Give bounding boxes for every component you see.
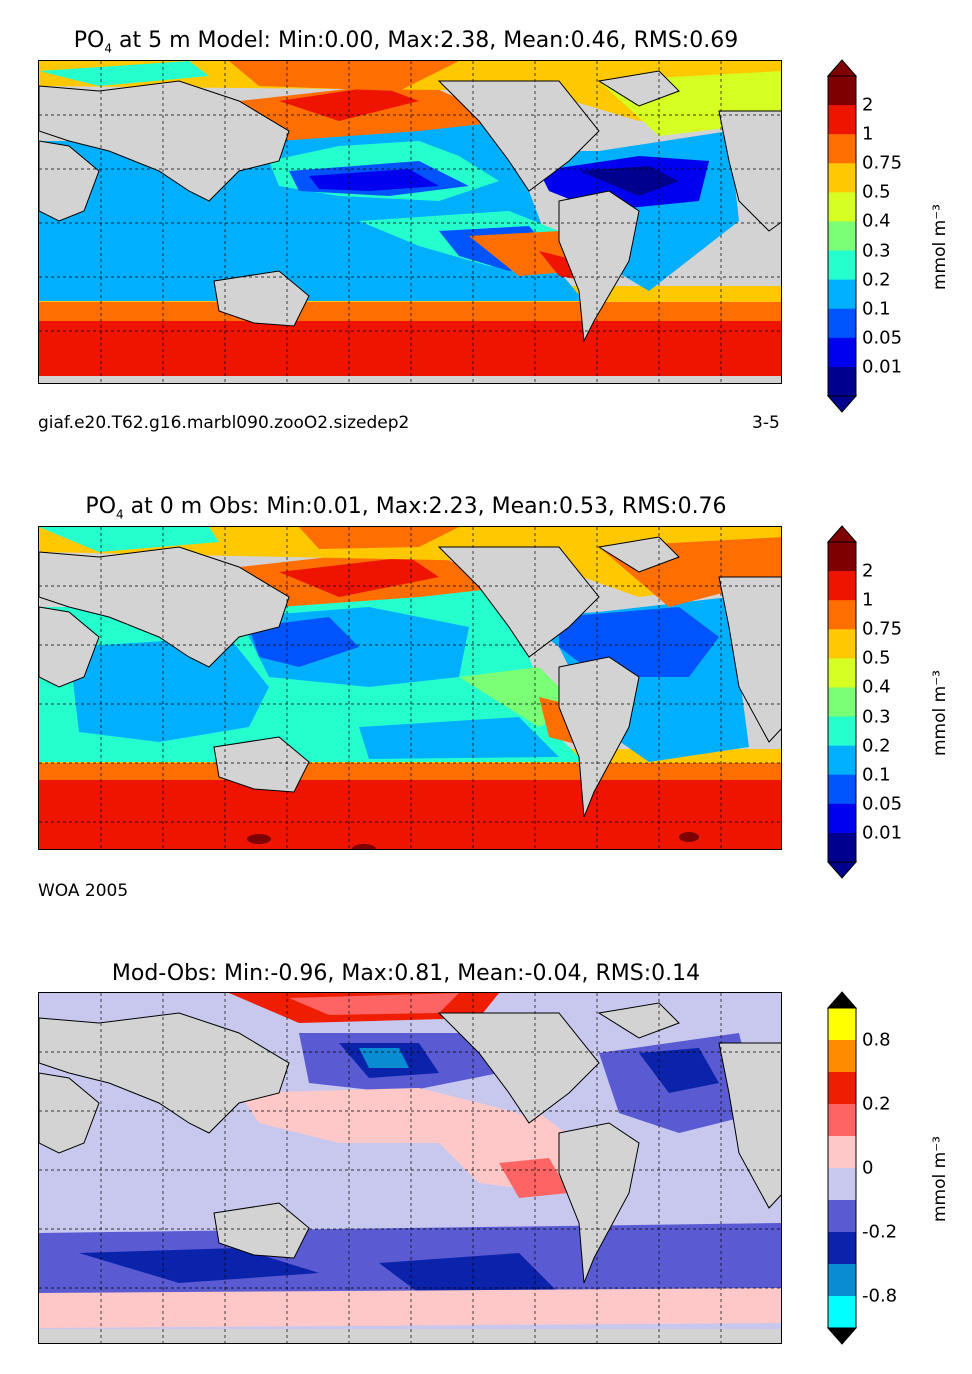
panel-1-title: PO4 at 5 m Model: Min:0.00, Max:2.38, Me… bbox=[73, 28, 739, 56]
colorbar-swatch bbox=[828, 221, 856, 252]
colorbar-swatch bbox=[828, 832, 856, 863]
colorbar-swatch bbox=[828, 803, 856, 834]
colorbar-tick-label: -0.2 bbox=[862, 1221, 898, 1243]
colorbar-tick-label: 0.3 bbox=[862, 706, 891, 728]
colorbar-tick-label: 0.2 bbox=[862, 735, 891, 757]
colorbar-extend-bottom bbox=[826, 861, 858, 879]
panel-3-colorbar bbox=[826, 991, 858, 1345]
colorbar-swatch bbox=[828, 308, 856, 339]
colorbar-swatch bbox=[828, 1104, 856, 1137]
colorbar-swatch bbox=[828, 774, 856, 805]
colorbar-swatch bbox=[828, 1008, 856, 1041]
colorbar-swatch bbox=[828, 134, 856, 164]
colorbar-swatch bbox=[828, 337, 856, 368]
colorbar-swatch bbox=[828, 163, 856, 193]
colorbar-tick-label: 1 bbox=[862, 123, 874, 145]
colorbar-tick-label: 0.4 bbox=[862, 676, 891, 698]
colorbar-swatch bbox=[828, 571, 856, 601]
colorbar-tick-label: 0.01 bbox=[862, 822, 903, 844]
colorbar-tick-label: 0.75 bbox=[862, 618, 903, 640]
colorbar-tick-label: 0.01 bbox=[862, 356, 903, 378]
colorbar-extend-top bbox=[826, 525, 858, 543]
colorbar-tick-label: 0.05 bbox=[862, 793, 903, 815]
colorbar-swatch bbox=[828, 629, 856, 659]
panel-2-colorbar-unit: mmol m⁻³ bbox=[930, 670, 950, 756]
graticule bbox=[39, 61, 781, 383]
arctic bbox=[39, 61, 781, 121]
colorbar-extend-top bbox=[826, 59, 858, 77]
panel-2-title: PO4 at 0 m Obs: Min:0.01, Max:2.23, Mean… bbox=[85, 494, 727, 522]
panel-1-footer-left: giaf.e20.T62.g16.marbl090.zooO2.sizedep2 bbox=[38, 413, 410, 433]
colorbar-tick-label: 0.8 bbox=[862, 1029, 891, 1051]
colorbar-swatch bbox=[828, 542, 856, 572]
colorbar-swatch bbox=[828, 1296, 856, 1329]
colorbar-tick-label: 0.2 bbox=[862, 269, 891, 291]
colorbar-tick-label: 0.5 bbox=[862, 181, 891, 203]
colorbar-extend-top bbox=[826, 991, 858, 1009]
colorbar-tick-label: 0.1 bbox=[862, 298, 891, 320]
eurasia bbox=[39, 80, 290, 202]
colorbar-tick-label: 0.75 bbox=[862, 152, 903, 174]
colorbar-tick-label: 0.3 bbox=[862, 240, 891, 262]
colorbar-tick-label: 2 bbox=[862, 560, 874, 582]
europe-africa-east bbox=[718, 110, 781, 232]
panel-1-footer-right: 3-5 bbox=[752, 413, 780, 433]
colorbar-swatch bbox=[828, 1040, 856, 1073]
panel-1-map bbox=[38, 60, 782, 384]
australia bbox=[213, 270, 310, 327]
colorbar-swatch bbox=[828, 1200, 856, 1233]
colorbar-tick-label: 0.5 bbox=[862, 647, 891, 669]
colorbar-swatch bbox=[828, 76, 856, 106]
panel-3-map bbox=[38, 992, 782, 1344]
colorbar-swatch bbox=[828, 1072, 856, 1105]
colorbar-swatch bbox=[828, 192, 856, 222]
panel-3-title: Mod-Obs: Min:-0.96, Max:0.81, Mean:-0.04… bbox=[111, 961, 701, 986]
colorbar-tick-label: 0.2 bbox=[862, 1093, 891, 1115]
colorbar-tick-label: 0.1 bbox=[862, 764, 891, 786]
colorbar-swatch bbox=[828, 1232, 856, 1265]
panel-2-footer-left: WOA 2005 bbox=[38, 881, 129, 901]
colorbar-tick-label: -0.8 bbox=[862, 1285, 898, 1307]
north-america bbox=[437, 80, 600, 192]
colorbar-swatch bbox=[828, 1264, 856, 1297]
colorbar-tick-label: 2 bbox=[862, 94, 874, 116]
colorbar-swatch bbox=[828, 745, 856, 776]
colorbar-swatch bbox=[828, 1168, 856, 1201]
colorbar-swatch bbox=[828, 105, 856, 135]
panel-1-colorbar bbox=[826, 59, 858, 413]
panel-1-colorbar-unit: mmol m⁻³ bbox=[930, 204, 950, 290]
colorbar-tick-label: 0.05 bbox=[862, 327, 903, 349]
colorbar-swatch bbox=[828, 366, 856, 397]
colorbar-swatch bbox=[828, 250, 856, 281]
colorbar-swatch bbox=[828, 658, 856, 688]
panel-2-map bbox=[38, 526, 782, 850]
colorbar-tick-label: 0.4 bbox=[862, 210, 891, 232]
colorbar-swatch bbox=[828, 687, 856, 718]
south-america bbox=[558, 190, 640, 343]
panel-3-colorbar-unit: mmol m⁻³ bbox=[930, 1136, 950, 1222]
colorbar-tick-label: 0 bbox=[862, 1157, 874, 1179]
colorbar-swatch bbox=[828, 600, 856, 630]
southern-ocean bbox=[39, 316, 781, 383]
panel-2-colorbar bbox=[826, 525, 858, 879]
africa bbox=[39, 140, 100, 222]
colorbar-swatch bbox=[828, 279, 856, 310]
colorbar-extend-bottom bbox=[826, 395, 858, 413]
colorbar-extend-bottom bbox=[826, 1327, 858, 1345]
colorbar-swatch bbox=[828, 716, 856, 747]
colorbar-tick-label: 1 bbox=[862, 589, 874, 611]
colorbar-swatch bbox=[828, 1136, 856, 1169]
